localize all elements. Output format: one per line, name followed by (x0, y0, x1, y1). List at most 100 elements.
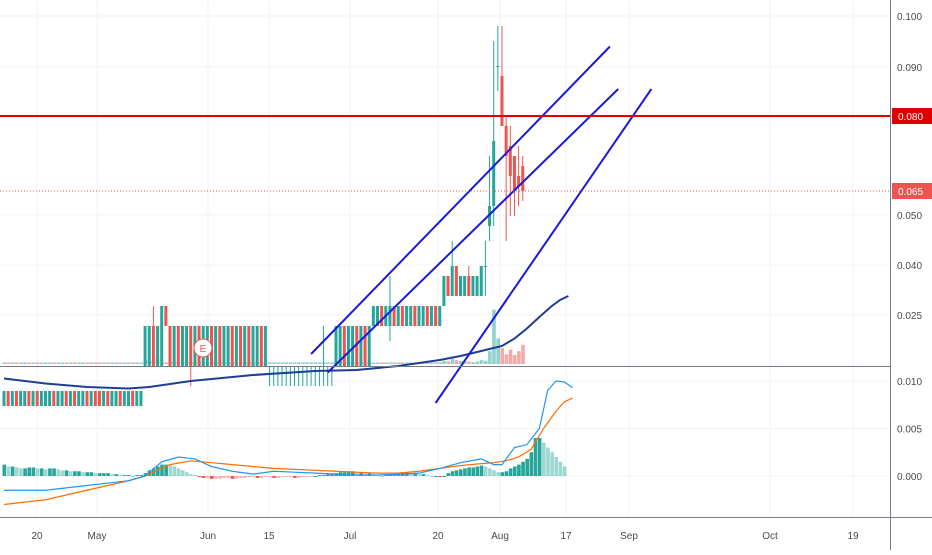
macd-histogram-bar (234, 476, 239, 479)
candle-body (97, 391, 101, 406)
volume-bar (508, 349, 513, 364)
horizontal-lines[interactable] (0, 115, 890, 192)
volume-bar (517, 351, 521, 364)
last-price-price-badge[interactable] (892, 183, 932, 199)
macd-histogram-bar (293, 476, 297, 478)
macd-histogram-bar (384, 475, 388, 477)
macd-histogram-bar (326, 474, 330, 476)
volume-bar (35, 362, 40, 364)
macd-histogram-bar (417, 474, 422, 476)
macd-histogram-bar (39, 468, 44, 476)
macd-histogram-bar (139, 475, 144, 477)
candle-body (189, 326, 193, 366)
volume-bar (521, 344, 525, 364)
candle-body (31, 391, 35, 406)
candle-body (44, 391, 47, 406)
candle-body (102, 391, 106, 406)
macd-histogram-bar (529, 452, 534, 476)
candle-body (52, 391, 56, 406)
macd-histogram-bar (562, 466, 567, 476)
volume-bar (442, 360, 446, 364)
macd-histogram-bar (467, 467, 471, 476)
macd-histogram-bar (263, 476, 268, 477)
macd-histogram-bar (554, 457, 559, 476)
macd-histogram-bar (450, 471, 455, 476)
macd-histogram-bar (276, 476, 280, 478)
volume-bar (19, 362, 23, 364)
candle-body (409, 306, 413, 326)
macd-histogram-bar (517, 464, 521, 476)
volume-bar (376, 362, 380, 364)
time-axis[interactable]: 20 May Jun 15 Jul 20 Aug 17 Sep Oct 19 (0, 518, 890, 550)
volume-bar (139, 362, 144, 364)
earnings-marker[interactable]: E (193, 338, 213, 358)
macd-histogram-bar (180, 470, 185, 476)
volume-bar (384, 362, 388, 364)
trend-lines[interactable] (310, 45, 653, 404)
candle-body (400, 306, 404, 326)
resistance-price-badge[interactable] (892, 108, 932, 124)
moving-average (3, 295, 569, 390)
macd-histogram-bar (164, 464, 168, 476)
volume-bar (276, 362, 280, 364)
volume-bar (392, 362, 397, 364)
macd-histogram-bar (135, 475, 139, 477)
candle-body (392, 306, 396, 326)
macd-histogram-bar (168, 465, 173, 476)
volume-bar (326, 362, 330, 364)
volume-bar (317, 362, 322, 364)
candle-body (521, 166, 525, 191)
macd-histogram-bar (19, 468, 23, 476)
trend-line-3[interactable] (434, 88, 653, 404)
time-tick-label: Jul (344, 531, 357, 542)
candle-body (239, 326, 243, 366)
candle-body (230, 326, 234, 366)
candle-body (168, 326, 172, 366)
candle-body (176, 326, 180, 366)
candle-body (247, 326, 251, 366)
candle-body (500, 76, 504, 126)
trend-line-1[interactable] (310, 45, 611, 355)
price-tick-label: 0.100 (897, 12, 922, 23)
candle-body (139, 391, 143, 406)
candle-body (467, 276, 471, 296)
volume-bar (496, 338, 500, 364)
macd-histogram-bar (313, 476, 318, 477)
macd-histogram-bar (106, 473, 110, 476)
volume-bar (39, 362, 44, 364)
macd-histogram-bar (68, 471, 73, 476)
trend-line-2[interactable] (327, 88, 619, 374)
candle-body (434, 306, 438, 326)
candle-body (48, 391, 52, 406)
macd-histogram-bar (512, 466, 517, 476)
macd-axis[interactable]: 0.010 0.005 0.000 (897, 377, 922, 483)
candle-body (122, 391, 126, 406)
volume-bar (405, 362, 409, 364)
volume-bar (388, 362, 393, 364)
candle-body (376, 306, 379, 326)
volume-bar (68, 362, 73, 364)
candle-body (60, 391, 64, 406)
earnings-badge[interactable] (193, 338, 213, 358)
volume-bar (268, 362, 272, 364)
macd-histogram-bar (471, 467, 476, 476)
candle-body (147, 326, 151, 366)
candle-body (504, 126, 508, 156)
macd-histogram-bar (550, 452, 554, 476)
macd-histogram-bar (322, 475, 326, 477)
macd-histogram-bar (10, 466, 15, 476)
candle-body (118, 391, 122, 406)
macd-histogram-bar (351, 471, 355, 476)
candle-body (263, 326, 267, 366)
candle-body (421, 306, 425, 326)
macd-histogram-bar (317, 475, 322, 477)
grid (0, 0, 890, 516)
macd-histogram-bar (6, 466, 11, 476)
macd-histogram-bar (488, 468, 492, 476)
volume-bar (434, 362, 438, 364)
macd-histogram-bar (521, 461, 525, 476)
volume-bar (471, 362, 476, 364)
